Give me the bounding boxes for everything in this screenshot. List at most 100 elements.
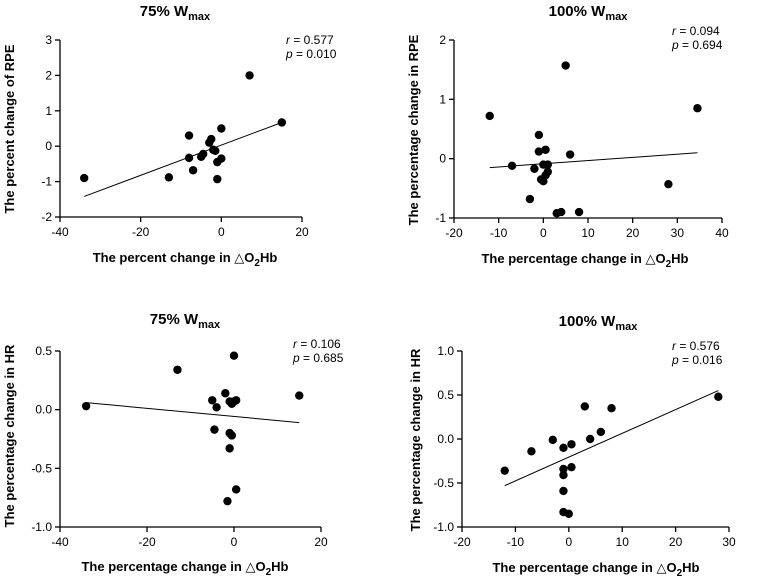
data-point — [714, 392, 723, 401]
data-point — [530, 164, 539, 173]
x-tick-label: -20 — [138, 535, 156, 549]
data-point — [541, 145, 550, 154]
x-axis-label: The percentage change in △O2Hb — [81, 559, 288, 577]
data-point — [277, 118, 287, 127]
y-tick-label: 1 — [439, 92, 446, 106]
data-point — [559, 486, 568, 496]
data-point — [210, 425, 219, 434]
data-point — [231, 485, 241, 494]
data-point — [231, 396, 241, 405]
data-point — [173, 365, 182, 374]
data-point — [580, 402, 590, 411]
panel-title: 75% Wmax — [140, 3, 211, 23]
x-tick-label: 20 — [295, 225, 309, 239]
y-tick-label: 3 — [45, 33, 52, 47]
data-point — [548, 435, 557, 445]
data-point — [543, 160, 552, 169]
data-point — [225, 444, 234, 453]
data-point — [564, 509, 573, 518]
x-tick-label: 10 — [616, 535, 630, 549]
data-point — [607, 404, 616, 413]
data-point — [557, 207, 566, 217]
data-point — [534, 147, 544, 156]
panel-title: 75% Wmax — [150, 311, 221, 331]
data-point — [207, 134, 216, 144]
panel-hr-100: 100% Wmax r = 0.576 p = 0.016 The percen… — [408, 313, 736, 577]
data-point — [534, 130, 544, 140]
data-point — [184, 153, 194, 163]
x-tick-label: 30 — [722, 535, 736, 549]
data-point — [223, 496, 232, 506]
panel-rpe-75: 75% Wmax r = 0.577 p = 0.010 The percent… — [2, 3, 337, 269]
r-stat: r = 0.094 — [672, 24, 720, 38]
data-point — [561, 61, 570, 70]
x-tick-label: -20 — [132, 225, 150, 239]
data-point — [81, 401, 91, 411]
y-axis-label: The percentage change in RPE — [406, 34, 421, 225]
y-tick-label: 2 — [439, 33, 446, 47]
r-stat: r = 0.577 — [286, 33, 334, 47]
x-tick-label: -10 — [490, 226, 508, 240]
panel-title: 100% Wmax — [559, 313, 639, 333]
x-tick-label: -40 — [51, 535, 69, 549]
data-point — [221, 389, 230, 398]
data-point — [574, 207, 584, 217]
data-point — [211, 146, 220, 156]
x-tick-label: 0 — [218, 225, 225, 239]
x-axis-label: The percentage change in △O2Hb — [492, 560, 699, 577]
x-tick-label: 20 — [314, 535, 328, 549]
data-point — [693, 104, 702, 113]
data-point — [217, 154, 226, 163]
data-point — [80, 173, 89, 183]
x-tick-label: 0 — [540, 226, 547, 240]
y-tick-label: -2 — [41, 210, 52, 224]
panel-hr-75: 75% Wmax r = 0.106 p = 0.685 The percent… — [2, 311, 344, 577]
x-tick-label: -40 — [51, 225, 69, 239]
data-point — [212, 403, 221, 412]
data-point — [527, 447, 536, 456]
y-tick-label: 1 — [45, 104, 52, 118]
y-tick-label: 0.5 — [35, 344, 52, 358]
data-point — [188, 166, 198, 175]
r-stat: r = 0.576 — [672, 339, 720, 353]
y-axis-label: The percentage change in HR — [408, 348, 423, 531]
data-point — [500, 466, 509, 475]
y-axis-label: The percentage change in HR — [2, 344, 17, 527]
data-point — [295, 391, 304, 400]
data-point — [543, 167, 552, 176]
y-tick-label: 0.5 — [437, 388, 454, 402]
y-tick-label: 1.0 — [437, 344, 454, 358]
x-axis-label: The percentage change in △O2Hb — [481, 251, 688, 270]
data-point — [217, 124, 226, 133]
x-tick-label: -20 — [445, 226, 463, 240]
p-stat: p = 0.016 — [671, 353, 723, 367]
y-tick-label: 2 — [45, 68, 52, 82]
panel-title: 100% Wmax — [549, 3, 629, 23]
data-point — [567, 440, 576, 449]
data-point — [525, 194, 535, 204]
data-point — [229, 351, 239, 360]
x-tick-label: 0 — [565, 535, 572, 549]
data-point — [213, 174, 222, 184]
x-tick-label: -10 — [507, 535, 525, 549]
y-tick-label: -1 — [435, 211, 446, 225]
data-point — [227, 431, 237, 440]
regression-line — [86, 402, 300, 424]
y-tick-label: -0.5 — [31, 461, 52, 475]
data-point — [164, 173, 174, 182]
y-tick-label: 0 — [45, 139, 52, 153]
y-tick-label: -0.5 — [433, 476, 454, 490]
x-tick-label: 20 — [626, 226, 640, 240]
data-point — [198, 149, 208, 159]
panel-rpe-100: 100% Wmax r = 0.094 p = 0.694 The percen… — [406, 3, 729, 270]
data-point — [565, 150, 575, 159]
p-stat: p = 0.010 — [285, 47, 337, 61]
y-axis-label: The percent change of RPE — [2, 44, 17, 213]
regression-line — [84, 122, 283, 197]
regression-line — [504, 390, 719, 487]
data-point — [559, 443, 568, 452]
regression-line — [489, 152, 698, 169]
data-point — [664, 179, 673, 189]
y-tick-label: -1 — [41, 175, 52, 189]
